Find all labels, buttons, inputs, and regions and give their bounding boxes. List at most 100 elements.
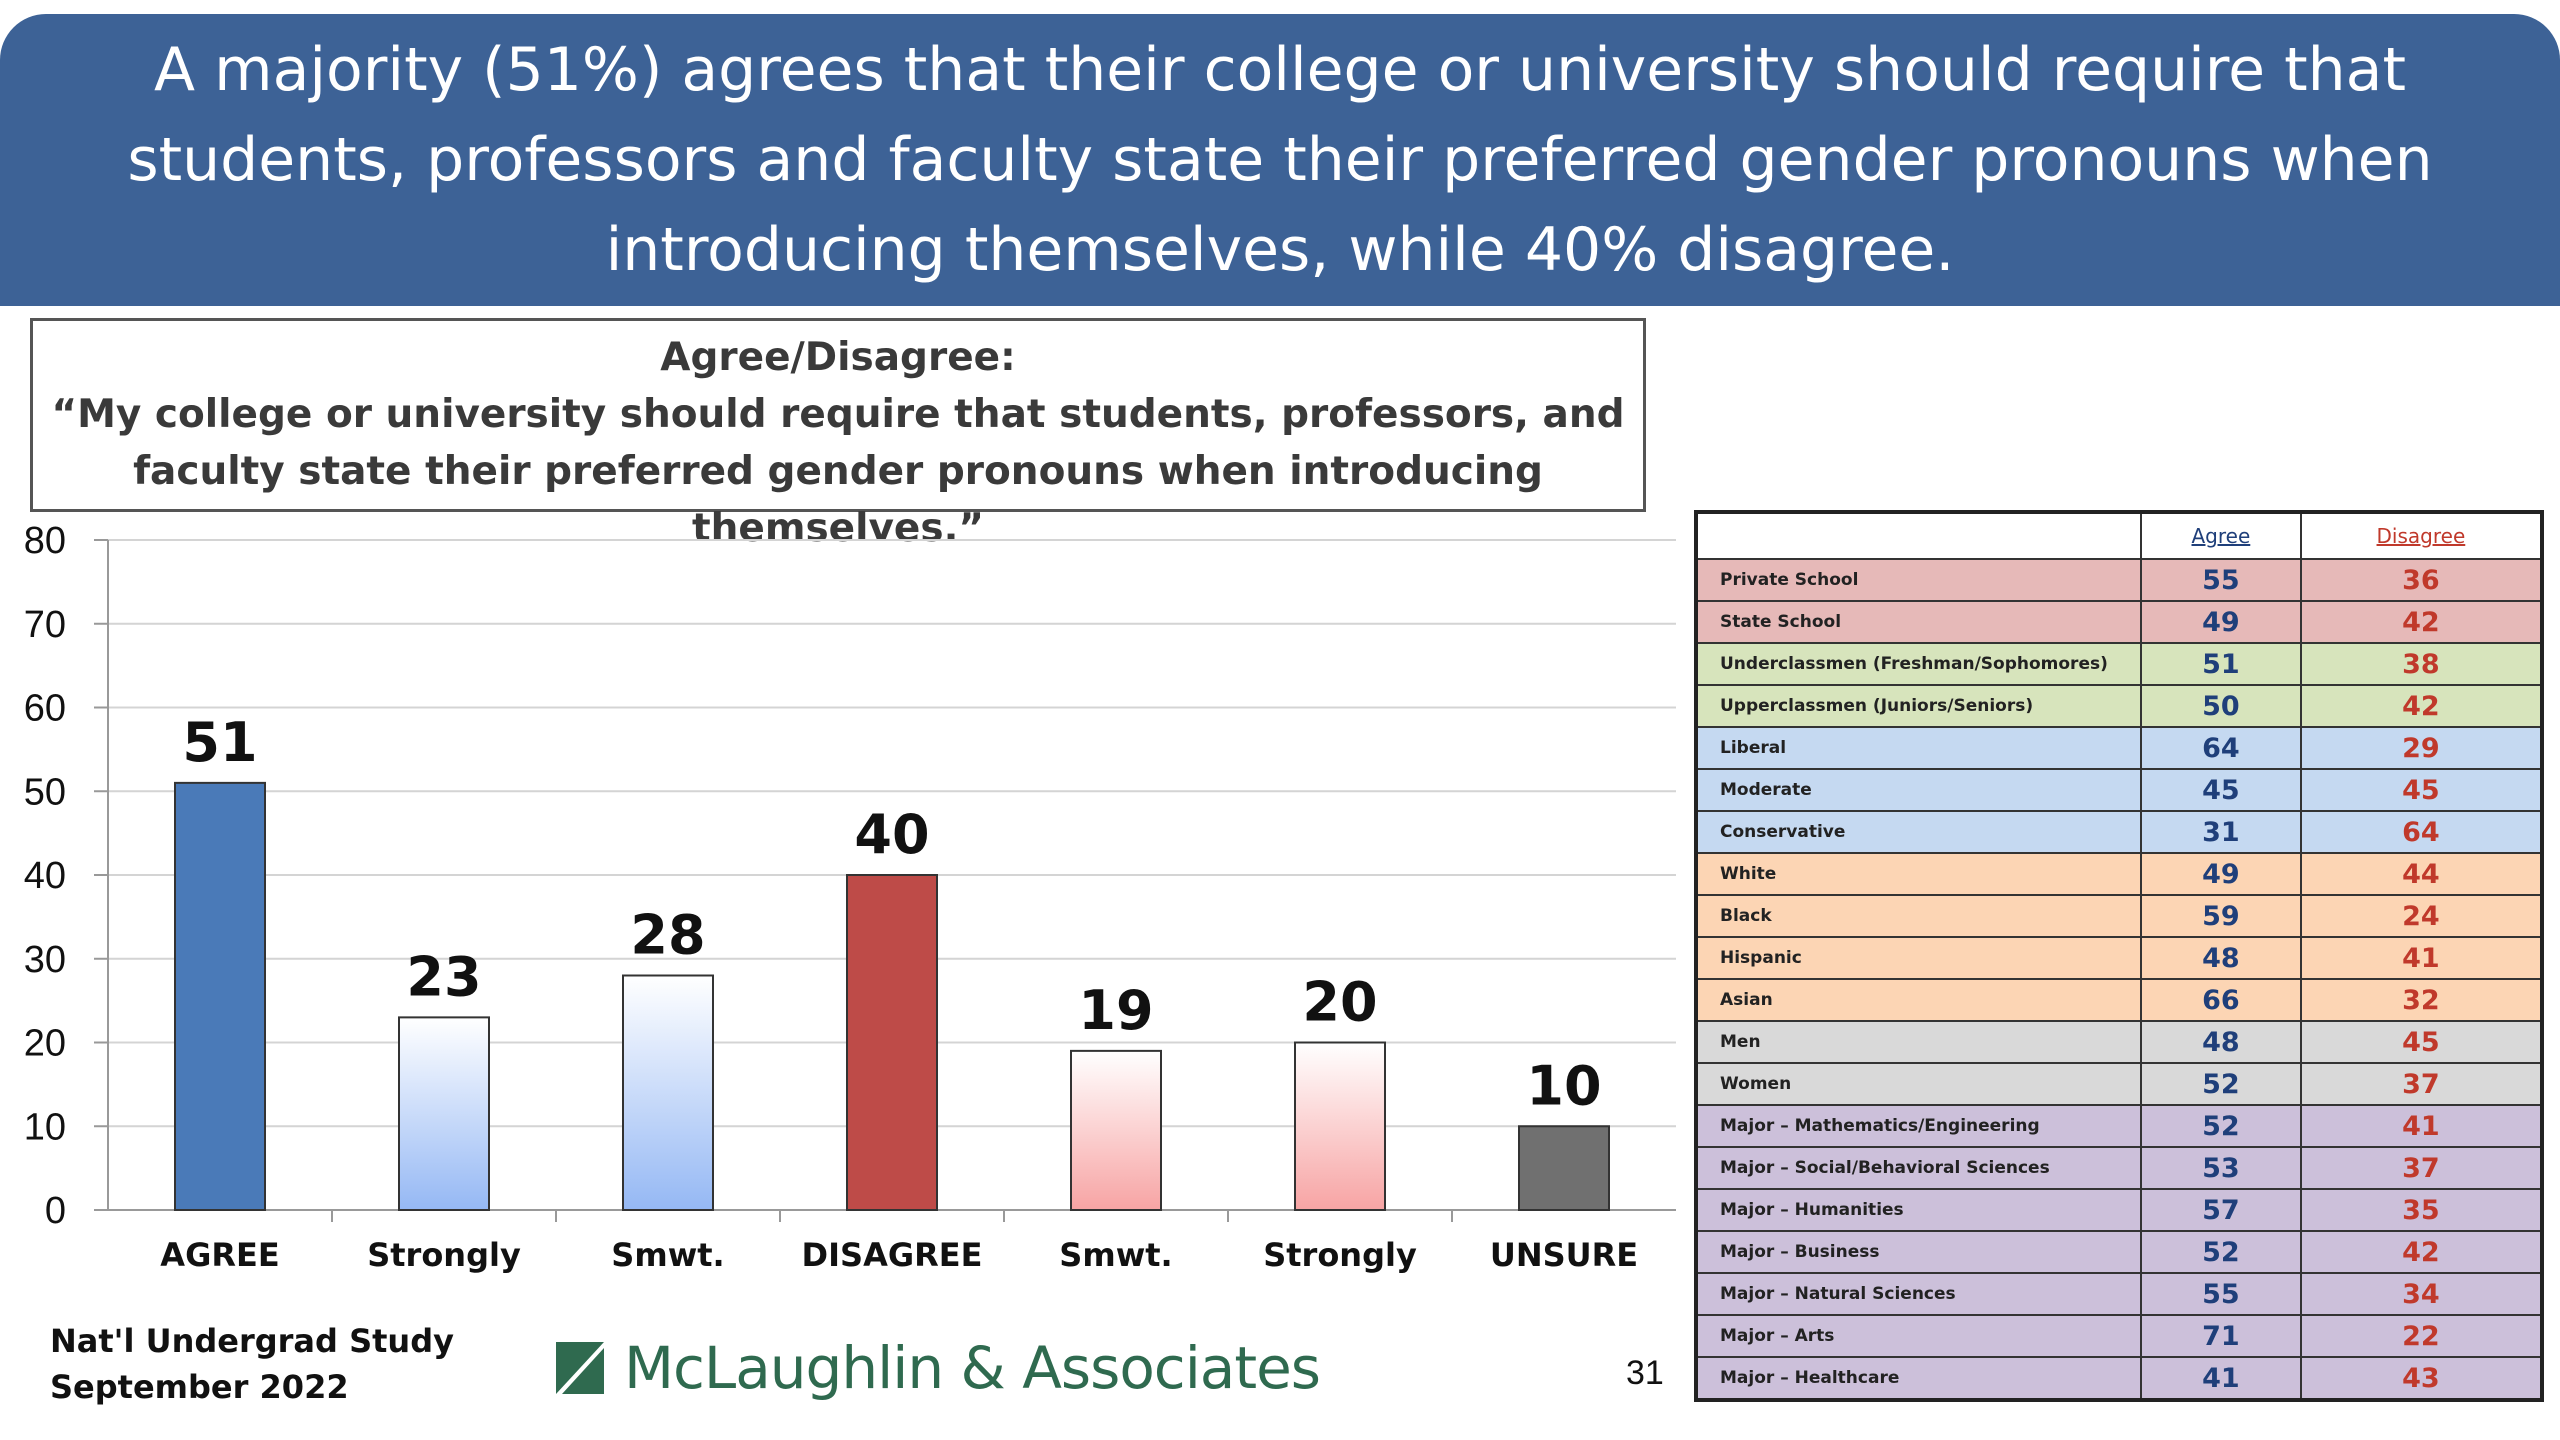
y-tick-label: 0	[45, 1190, 66, 1232]
disagree-value: 41	[2299, 936, 2544, 980]
row-label: Major – Social/Behavioral Sciences	[1695, 1146, 2142, 1190]
agree-value: 71	[2140, 1314, 2302, 1358]
agree-value: 55	[2140, 558, 2302, 602]
bar	[1518, 1125, 1610, 1211]
disagree-value: 43	[2299, 1356, 2544, 1401]
row-label: Major – Business	[1695, 1230, 2142, 1274]
row-label: Conservative	[1695, 810, 2142, 854]
row-label: Major – Humanities	[1695, 1188, 2142, 1232]
table-row: Men 48 45	[1695, 1020, 2544, 1064]
table-row: Underclassmen (Freshman/Sophomores) 51 38	[1695, 642, 2544, 686]
bar	[1070, 1049, 1162, 1211]
disagree-value: 32	[2299, 978, 2544, 1022]
row-label: State School	[1695, 600, 2142, 644]
disagree-value: 35	[2299, 1188, 2544, 1232]
table-row: Major – Mathematics/Engineering 52 41	[1695, 1104, 2544, 1148]
row-label: Men	[1695, 1020, 2142, 1064]
row-label: Underclassmen (Freshman/Sophomores)	[1695, 642, 2142, 686]
bar-value-label: 19	[1078, 979, 1153, 1042]
agree-value: 50	[2140, 684, 2302, 728]
bar-value-label: 23	[406, 945, 481, 1008]
agree-value: 57	[2140, 1188, 2302, 1232]
y-tick-label: 80	[24, 520, 66, 562]
disagree-value: 24	[2299, 894, 2544, 938]
table-header-row: Agree Disagree	[1695, 511, 2544, 560]
agree-value: 51	[2140, 642, 2302, 686]
disagree-value: 38	[2299, 642, 2544, 686]
x-category-label: Smwt.	[611, 1236, 724, 1274]
row-label: Hispanic	[1695, 936, 2142, 980]
study-info: Nat'l Undergrad Study September 2022	[50, 1318, 454, 1410]
table-row: Moderate 45 45	[1695, 768, 2544, 812]
y-tick-label: 50	[24, 771, 66, 813]
bar-value-label: 10	[1526, 1054, 1601, 1117]
table-row: Asian 66 32	[1695, 978, 2544, 1022]
agree-value: 45	[2140, 768, 2302, 812]
x-category-label: Smwt.	[1059, 1236, 1172, 1274]
bar-value-label: 51	[182, 711, 257, 774]
title-banner: A majority (51%) agrees that their colle…	[0, 14, 2560, 306]
agree-value: 31	[2140, 810, 2302, 854]
question-box: Agree/Disagree: “My college or universit…	[30, 318, 1646, 551]
table-row: Upperclassmen (Juniors/Seniors) 50 42	[1695, 684, 2544, 728]
table-row: Major – Healthcare 41 43	[1695, 1356, 2544, 1401]
header-agree: Agree	[2140, 511, 2302, 560]
y-tick-label: 30	[24, 939, 66, 981]
row-label: Upperclassmen (Juniors/Seniors)	[1695, 684, 2142, 728]
disagree-value: 34	[2299, 1272, 2544, 1316]
x-axis-labels: AGREE Strongly Smwt. DISAGREE Smwt. Strongly U…	[160, 1210, 1638, 1274]
y-axis-ticks: 0 10 20 30 40 50 60 70 80	[24, 520, 108, 1232]
disagree-value: 41	[2299, 1104, 2544, 1148]
agree-value: 52	[2140, 1104, 2302, 1148]
row-label: Black	[1695, 894, 2142, 938]
disagree-value: 42	[2299, 684, 2544, 728]
table-row: Major – Business 52 42	[1695, 1230, 2544, 1274]
bar-chart: 0 10 20 30 40 50 60 70 80 51 23 28 40 19 20 10 AGREE St…	[24, 520, 1676, 1274]
disagree-value: 42	[2299, 600, 2544, 644]
disagree-value: 37	[2299, 1146, 2544, 1190]
bar	[1294, 1041, 1386, 1211]
x-category-label: Strongly	[1263, 1236, 1417, 1274]
table-body: Private School 55 36 State School 49 42 Underc…	[1695, 558, 2544, 1401]
question-heading: Agree/Disagree:	[660, 335, 1016, 380]
row-label: Liberal	[1695, 726, 2142, 770]
disagree-value: 45	[2299, 768, 2544, 812]
disagree-value: 36	[2299, 558, 2544, 602]
disagree-value: 29	[2299, 726, 2544, 770]
header-label	[1695, 511, 2142, 560]
y-tick-label: 70	[24, 604, 66, 646]
bar-value-label: 40	[854, 803, 929, 866]
agree-value: 53	[2140, 1146, 2302, 1190]
disagree-value: 22	[2299, 1314, 2544, 1358]
y-tick-label: 20	[24, 1023, 66, 1065]
disagree-value: 37	[2299, 1062, 2544, 1106]
x-category-label: Strongly	[367, 1236, 521, 1274]
question-text: “My college or university should require…	[51, 392, 1625, 551]
bar-value-label: 20	[1302, 971, 1377, 1034]
bar-value-label: 28	[630, 904, 705, 967]
table-row: Private School 55 36	[1695, 558, 2544, 602]
agree-value: 59	[2140, 894, 2302, 938]
bars: 51 23 28 40 19 20 10	[174, 711, 1610, 1211]
page-number: 31	[1626, 1354, 1664, 1392]
subgroup-table: Agree Disagree Private School 55 36 State S…	[1694, 510, 2544, 1402]
agree-value: 49	[2140, 600, 2302, 644]
disagree-value: 42	[2299, 1230, 2544, 1274]
bar	[622, 974, 714, 1211]
agree-value: 66	[2140, 978, 2302, 1022]
row-label: Women	[1695, 1062, 2142, 1106]
table-row: Major – Social/Behavioral Sciences 53 37	[1695, 1146, 2544, 1190]
study-date: September 2022	[50, 1368, 349, 1406]
disagree-value: 45	[2299, 1020, 2544, 1064]
row-label: White	[1695, 852, 2142, 896]
row-label: Major – Mathematics/Engineering	[1695, 1104, 2142, 1148]
x-category-label: DISAGREE	[802, 1236, 983, 1274]
disagree-value: 44	[2299, 852, 2544, 896]
y-tick-label: 60	[24, 688, 66, 730]
table-row: Women 52 37	[1695, 1062, 2544, 1106]
study-name: Nat'l Undergrad Study	[50, 1322, 454, 1360]
table-row: White 49 44	[1695, 852, 2544, 896]
agree-value: 48	[2140, 936, 2302, 980]
row-label: Major – Natural Sciences	[1695, 1272, 2142, 1316]
table-row: Conservative 31 64	[1695, 810, 2544, 854]
